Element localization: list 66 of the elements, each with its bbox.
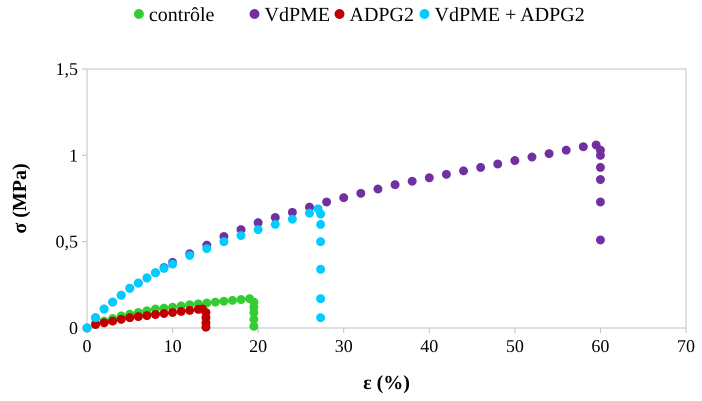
point [116,314,126,324]
point [176,306,186,316]
point [493,159,502,168]
point [236,295,246,304]
x-tick-label: 40 [420,336,438,356]
point [219,237,228,246]
x-tick-label: 20 [249,336,268,356]
x-tick-label: 60 [591,336,610,356]
point [578,142,588,152]
point [510,156,520,166]
point [236,231,246,240]
point [150,310,160,320]
point [476,162,486,172]
y-tick-label: 0,5 [56,232,78,252]
point [219,296,228,306]
x-tick-label: 50 [506,336,524,356]
legend-label: VdPME [264,4,330,26]
point [134,312,143,322]
point [202,244,212,254]
point [160,308,169,318]
point [316,210,326,219]
y-tick-label: 0 [69,318,78,338]
point [316,237,326,246]
y-tick-label: 1,5 [56,59,78,79]
point [596,197,605,206]
point [270,220,280,229]
point [125,313,134,322]
point [108,316,118,326]
point [424,173,434,182]
point [390,180,400,190]
x-tick-label: 10 [164,336,182,356]
y-tick-label: 1 [69,145,78,166]
point [322,197,332,206]
point [459,166,468,176]
point [316,294,326,304]
point [316,313,326,322]
x-tick-label: 70 [677,336,695,356]
point [562,146,571,155]
point [408,176,417,186]
point [316,264,326,274]
x-axis-title: ε (%) [363,372,410,394]
legend-label: contrôle [148,4,215,26]
point [210,298,220,307]
point [356,188,366,198]
point [527,152,536,162]
point [596,175,605,184]
point [596,235,605,244]
point [288,214,297,224]
point [228,296,237,305]
point [596,162,605,172]
point [339,193,348,202]
point [304,208,314,218]
point [316,220,326,229]
y-axis-title: σ (MPa) [9,163,31,234]
point [544,149,554,158]
point [373,184,382,194]
point [142,311,152,320]
legend-label: ADPG2 [350,4,414,26]
point [168,308,178,317]
point [185,306,194,315]
point [442,170,451,179]
x-tick-label: 0 [82,336,92,356]
x-tick-label: 30 [334,336,353,356]
point [249,322,258,331]
legend-label: VdPME + ADPG2 [434,4,585,26]
point [254,225,263,234]
